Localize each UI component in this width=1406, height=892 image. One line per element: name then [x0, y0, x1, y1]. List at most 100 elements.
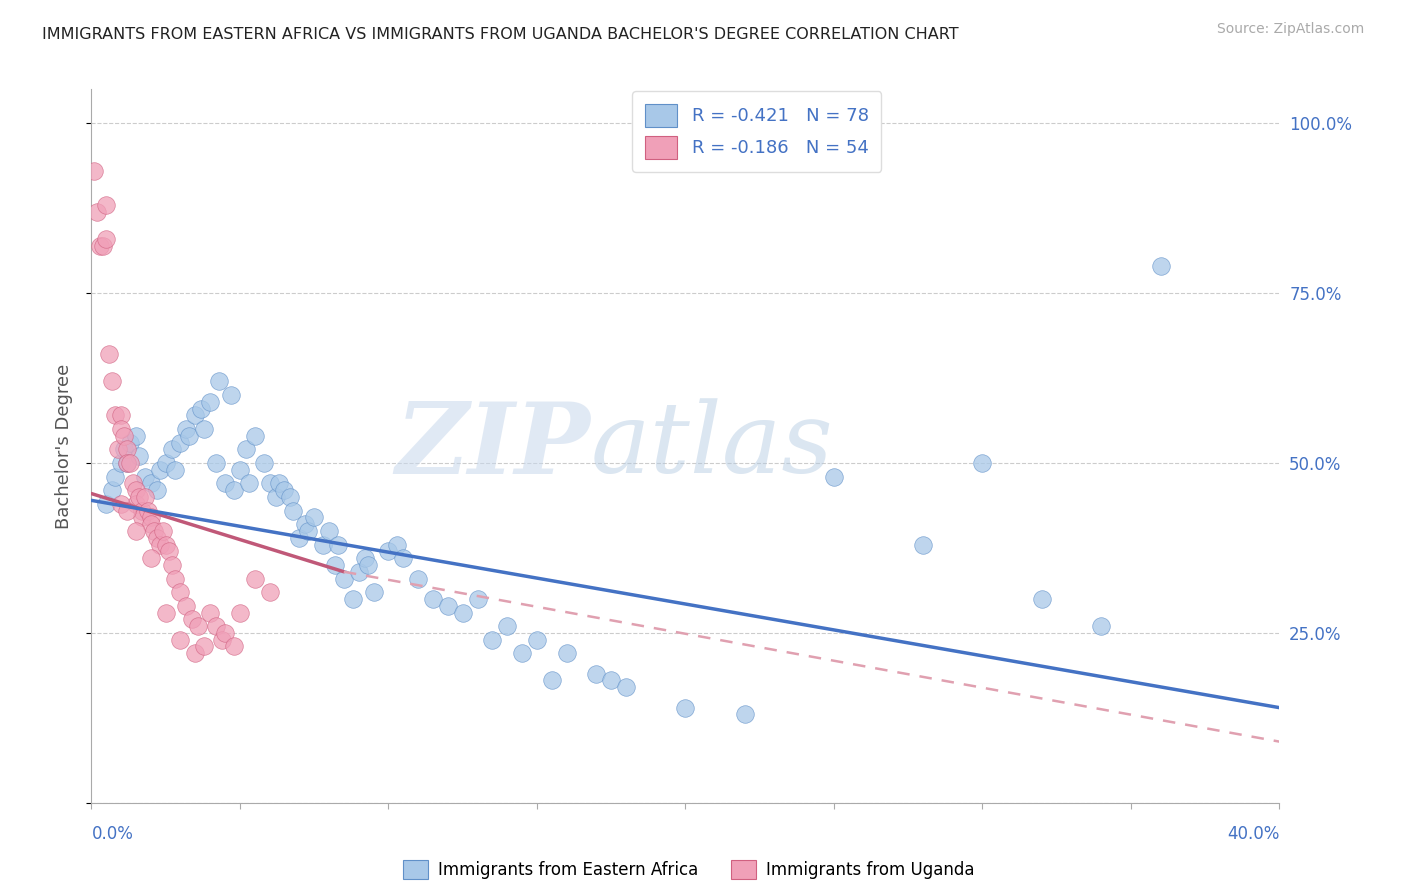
Point — [149, 463, 172, 477]
Point — [181, 612, 204, 626]
Point — [342, 591, 364, 606]
Point — [169, 632, 191, 647]
Point — [91, 238, 114, 252]
Point — [96, 232, 118, 246]
Point — [184, 646, 207, 660]
Point — [614, 680, 637, 694]
Point — [128, 449, 150, 463]
Point — [179, 429, 201, 443]
Point — [323, 558, 346, 572]
Point — [142, 524, 165, 538]
Point — [467, 591, 489, 606]
Point — [155, 537, 177, 551]
Point — [205, 456, 228, 470]
Legend: Immigrants from Eastern Africa, Immigrants from Uganda: Immigrants from Eastern Africa, Immigran… — [404, 860, 974, 880]
Point — [353, 551, 375, 566]
Point — [122, 476, 145, 491]
Point — [125, 483, 148, 498]
Point — [139, 510, 162, 524]
Point — [214, 476, 236, 491]
Point — [101, 483, 124, 498]
Point — [377, 544, 399, 558]
Point — [222, 640, 245, 654]
Point — [149, 537, 172, 551]
Point — [229, 463, 252, 477]
Point — [673, 700, 696, 714]
Point — [125, 524, 148, 538]
Point — [176, 599, 198, 613]
Point — [86, 204, 108, 219]
Point — [98, 347, 121, 361]
Point — [115, 456, 138, 470]
Point — [555, 646, 578, 660]
Point — [347, 565, 370, 579]
Point — [235, 442, 257, 457]
Point — [145, 531, 167, 545]
Point — [1149, 259, 1171, 273]
Point — [972, 456, 994, 470]
Point — [481, 632, 503, 647]
Point — [96, 198, 118, 212]
Point — [734, 707, 756, 722]
Point — [110, 409, 132, 423]
Point — [526, 632, 548, 647]
Point — [208, 375, 231, 389]
Point — [200, 606, 222, 620]
Point — [193, 422, 215, 436]
Point — [118, 435, 141, 450]
Point — [139, 551, 162, 566]
Point — [294, 517, 316, 532]
Point — [155, 456, 177, 470]
Point — [115, 456, 138, 470]
Point — [131, 510, 153, 524]
Point — [115, 503, 138, 517]
Point — [406, 572, 429, 586]
Legend: R = -0.421   N = 78, R = -0.186   N = 54: R = -0.421 N = 78, R = -0.186 N = 54 — [633, 91, 882, 172]
Point — [243, 572, 266, 586]
Point — [110, 422, 132, 436]
Point — [118, 456, 141, 470]
Point — [219, 388, 242, 402]
Point — [134, 469, 156, 483]
Text: IMMIGRANTS FROM EASTERN AFRICA VS IMMIGRANTS FROM UGANDA BACHELOR'S DEGREE CORRE: IMMIGRANTS FROM EASTERN AFRICA VS IMMIGR… — [42, 27, 959, 42]
Point — [297, 524, 319, 538]
Text: 40.0%: 40.0% — [1227, 825, 1279, 843]
Point — [163, 463, 186, 477]
Point — [288, 531, 311, 545]
Point — [205, 619, 228, 633]
Point — [312, 537, 335, 551]
Point — [157, 544, 180, 558]
Point — [211, 632, 233, 647]
Point — [356, 558, 378, 572]
Text: ZIP: ZIP — [395, 398, 591, 494]
Point — [264, 490, 287, 504]
Point — [193, 640, 215, 654]
Text: 0.0%: 0.0% — [91, 825, 134, 843]
Point — [200, 394, 222, 409]
Point — [125, 429, 148, 443]
Point — [496, 619, 519, 633]
Point — [160, 442, 183, 457]
Point — [115, 442, 138, 457]
Point — [176, 422, 198, 436]
Point — [243, 429, 266, 443]
Point — [104, 409, 127, 423]
Point — [152, 524, 174, 538]
Point — [823, 469, 845, 483]
Point — [169, 435, 191, 450]
Text: atlas: atlas — [591, 399, 834, 493]
Point — [155, 606, 177, 620]
Point — [101, 375, 124, 389]
Point — [128, 490, 150, 504]
Point — [387, 537, 409, 551]
Point — [112, 429, 135, 443]
Point — [422, 591, 444, 606]
Point — [163, 572, 186, 586]
Point — [139, 517, 162, 532]
Point — [1090, 619, 1112, 633]
Point — [112, 442, 135, 457]
Point — [600, 673, 623, 688]
Point — [131, 503, 153, 517]
Point — [134, 490, 156, 504]
Point — [136, 503, 159, 517]
